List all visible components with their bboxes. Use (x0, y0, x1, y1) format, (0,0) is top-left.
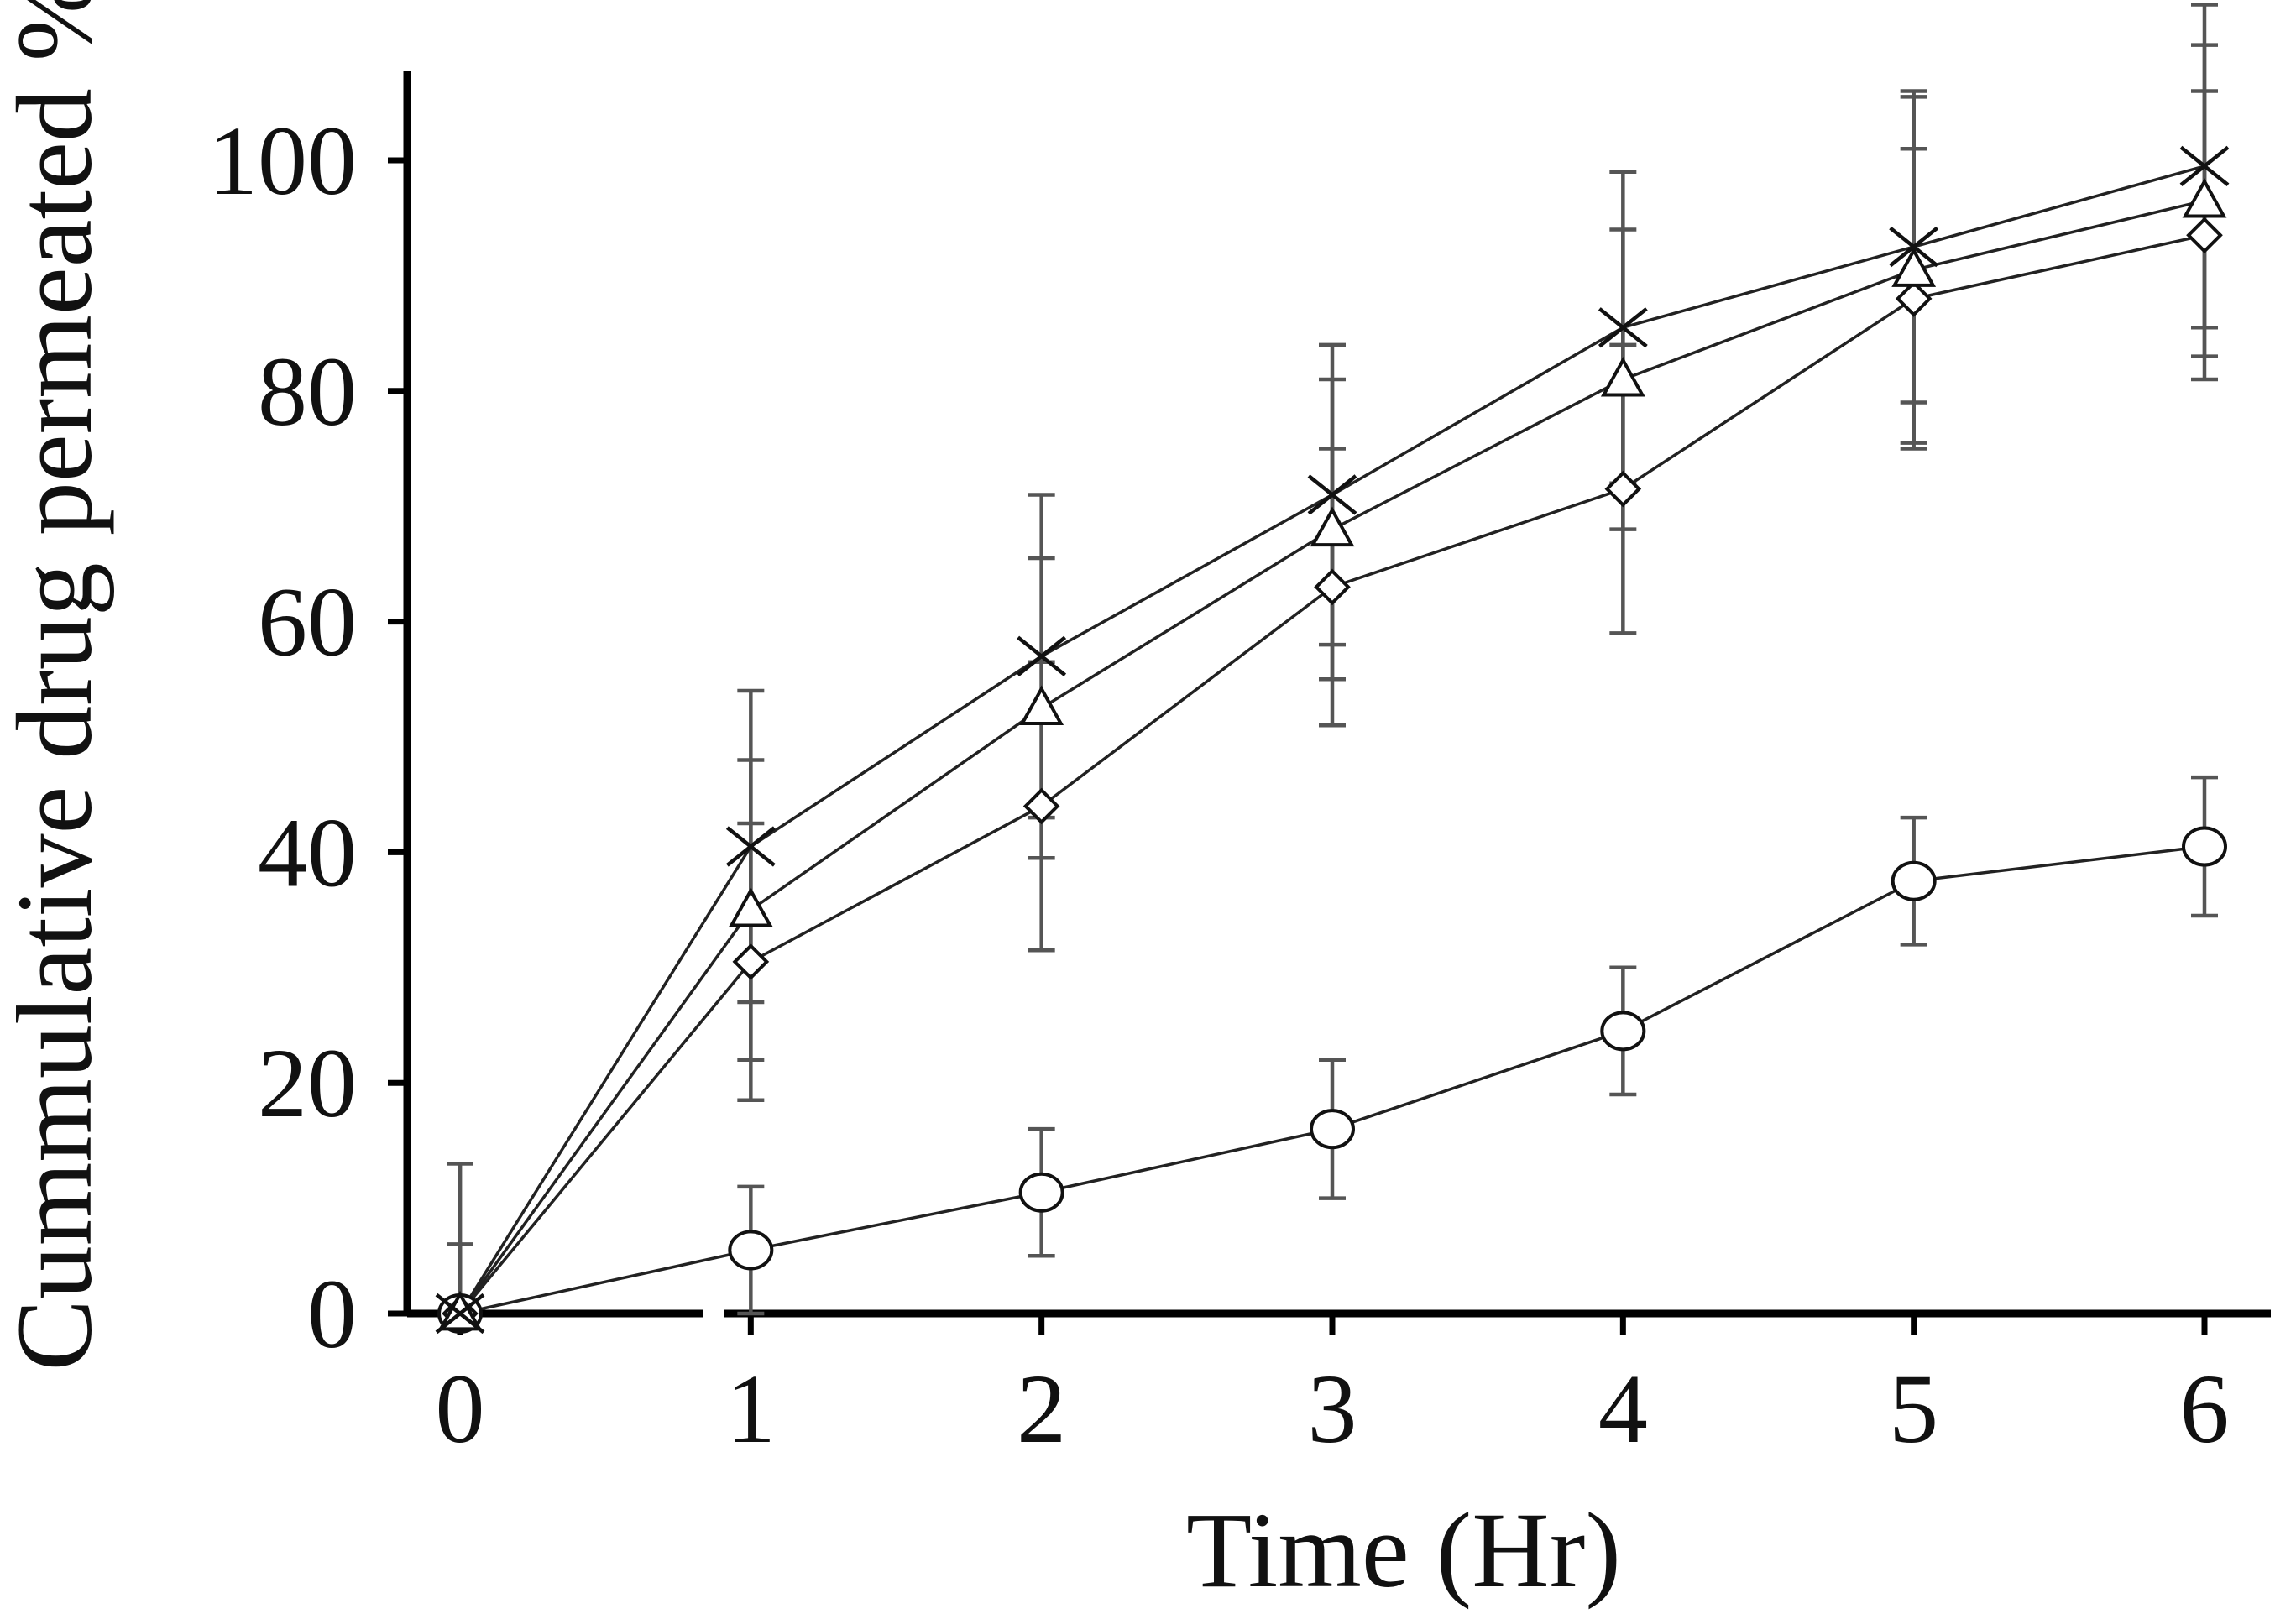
data-point-diamond (2186, 217, 2223, 254)
y-tick-label: 40 (258, 797, 357, 907)
data-point-triangle (728, 886, 773, 927)
x-tick-label: 0 (436, 1354, 485, 1464)
data-point-diamond (1022, 787, 1060, 825)
cross-stroke (435, 1293, 485, 1335)
x-tick-label: 5 (1889, 1354, 1938, 1464)
data-point-triangle (2182, 177, 2227, 218)
data-point-cross (1017, 635, 1067, 676)
x-axis-title: Time (Hr) (1186, 1491, 1621, 1610)
data-point-circle (1018, 1172, 1064, 1213)
data-point-cross (1598, 307, 1648, 348)
data-point-cross (725, 826, 776, 867)
y-tick-label: 20 (258, 1028, 357, 1138)
data-point-diamond (732, 943, 770, 980)
data-point-diamond (1895, 280, 1933, 317)
y-axis-title: Cummulative drug permeated % (0, 0, 114, 1371)
data-point-cross (1307, 474, 1357, 515)
data-point-circle (1600, 1011, 1646, 1052)
cross-stroke (725, 826, 776, 867)
cross-stroke (1017, 635, 1067, 676)
series-markers (435, 145, 2230, 1335)
data-point-triangle (1310, 506, 1355, 547)
y-tick-label: 80 (258, 337, 357, 447)
data-point-circle (1891, 860, 1937, 901)
axis-labels: Time (Hr) Cummulative drug permeated % (0, 0, 1621, 1610)
cross-stroke (1598, 307, 1648, 348)
data-point-diamond (1314, 568, 1351, 606)
cross-stroke (1889, 226, 1939, 268)
data-point-cross (435, 1293, 485, 1335)
data-point-diamond (1604, 470, 1642, 508)
axes: 0 20 40 60 80 100 0 1 2 3 4 5 6 (208, 71, 2271, 1464)
x-tick-label: 6 (2180, 1354, 2230, 1464)
x-tick-label: 3 (1308, 1354, 1357, 1464)
data-point-circle (728, 1230, 774, 1271)
x-tick-label: 1 (726, 1354, 776, 1464)
data-point-triangle (1600, 356, 1645, 397)
x-tick-label: 4 (1598, 1354, 1648, 1464)
data-point-circle (1310, 1109, 1355, 1150)
y-tick-label: 100 (208, 106, 357, 216)
y-tick-label: 60 (258, 567, 357, 677)
x-tick-label: 2 (1017, 1354, 1066, 1464)
data-point-cross (2179, 145, 2230, 187)
data-point-triangle (1891, 247, 1937, 287)
data-point-circle (2182, 826, 2227, 867)
cross-stroke (2179, 145, 2230, 187)
data-point-triangle (1019, 685, 1064, 726)
data-point-cross (1889, 226, 1939, 268)
cross-stroke (1307, 474, 1357, 515)
y-tick-label: 0 (307, 1259, 357, 1369)
